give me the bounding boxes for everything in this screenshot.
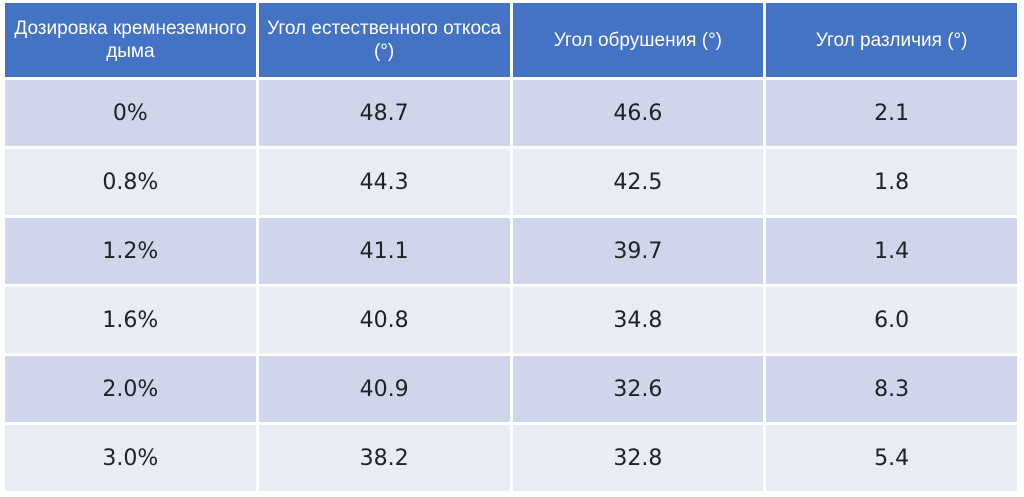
table-cell: 0.8% xyxy=(2,146,259,218)
table-cell: 5.4 xyxy=(763,422,1020,494)
table-row: 0% 48.7 46.6 2.1 xyxy=(2,77,1020,149)
header-cell: Угол естественного откоса (°) xyxy=(255,0,513,80)
table-cell: 1.6% xyxy=(2,284,259,356)
table-cell: 1.8 xyxy=(763,146,1020,218)
header-cell: Угол обрушения (°) xyxy=(509,0,767,80)
header-cell: Угол различия (°) xyxy=(763,0,1020,80)
table-cell: 38.2 xyxy=(255,422,513,494)
header-row: Дозировка кремнеземного дыма Угол естеств… xyxy=(2,0,1020,80)
table-row: 3.0% 38.2 32.8 5.4 xyxy=(2,422,1020,494)
table-cell: 32.6 xyxy=(509,353,767,425)
table-cell: 46.6 xyxy=(509,77,767,149)
table-cell: 41.1 xyxy=(255,215,513,287)
table-cell: 40.8 xyxy=(255,284,513,356)
table-cell: 8.3 xyxy=(763,353,1020,425)
table-cell: 2.0% xyxy=(2,353,259,425)
table-row: 1.6% 40.8 34.8 6.0 xyxy=(2,284,1020,356)
table-row: 1.2% 41.1 39.7 1.4 xyxy=(2,215,1020,287)
header-cell: Дозировка кремнеземного дыма xyxy=(2,0,259,80)
table-cell: 2.1 xyxy=(763,77,1020,149)
table-cell: 1.2% xyxy=(2,215,259,287)
table-cell: 44.3 xyxy=(255,146,513,218)
table-row: 0.8% 44.3 42.5 1.8 xyxy=(2,146,1020,218)
table-row: 2.0% 40.9 32.6 8.3 xyxy=(2,353,1020,425)
table-cell: 42.5 xyxy=(509,146,767,218)
table-cell: 39.7 xyxy=(509,215,767,287)
table-cell: 34.8 xyxy=(509,284,767,356)
table-cell: 6.0 xyxy=(763,284,1020,356)
table-cell: 3.0% xyxy=(2,422,259,494)
table-cell: 40.9 xyxy=(255,353,513,425)
table-cell: 1.4 xyxy=(763,215,1020,287)
table-cell: 48.7 xyxy=(255,77,513,149)
table-cell: 0% xyxy=(2,77,259,149)
table-body: 0% 48.7 46.6 2.1 0.8% 44.3 42.5 1.8 1.2% 41.1 39.7… xyxy=(2,77,1020,494)
table-cell: 32.8 xyxy=(509,422,767,494)
